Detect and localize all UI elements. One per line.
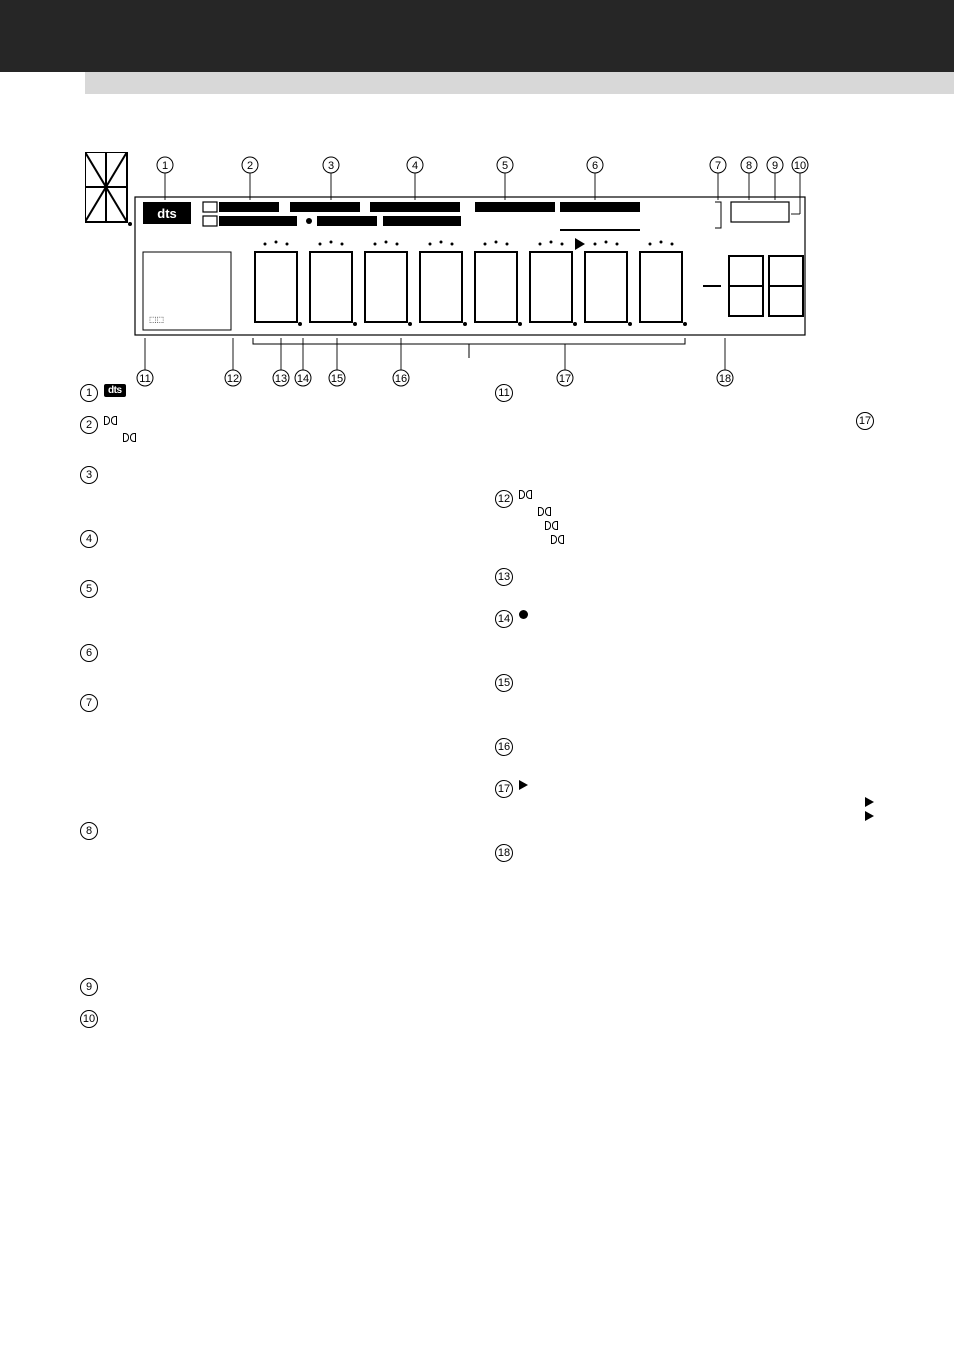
desc-text — [104, 978, 459, 992]
desc-item-5: 5 — [80, 580, 459, 622]
callout-number: 13 — [495, 568, 513, 586]
desc-item-12: 12 — [495, 490, 874, 546]
svg-text:7: 7 — [715, 160, 721, 172]
callout-number: 11 — [495, 384, 513, 402]
desc-text — [519, 738, 874, 766]
desc-item-18: 18 — [495, 844, 874, 886]
callout-number: 9 — [80, 978, 98, 996]
svg-text:4: 4 — [412, 160, 418, 172]
svg-text:5: 5 — [502, 160, 508, 172]
svg-text:3: 3 — [328, 160, 334, 172]
callout-number: 17 — [495, 780, 513, 798]
callout-number: 14 — [495, 610, 513, 628]
desc-text — [519, 568, 874, 596]
play-icon — [519, 780, 528, 790]
desc-item-10: 10 — [80, 1010, 459, 1028]
left-column: 1 dts 2 3 4 5 6 7 8 9 10 — [80, 384, 459, 1042]
dolby-icon — [551, 535, 564, 544]
desc-text — [104, 694, 459, 792]
desc-item-16: 16 — [495, 738, 874, 766]
svg-text:⬚⬚: ⬚⬚ — [149, 315, 164, 324]
dolby-icon — [519, 490, 532, 499]
svg-text:10: 10 — [794, 160, 806, 172]
dts-icon: dts — [104, 384, 126, 397]
desc-item-2: 2 — [80, 416, 459, 444]
callout-number: 4 — [80, 530, 98, 548]
desc-item-8: 8 — [80, 822, 459, 948]
callout-number: 18 — [495, 844, 513, 862]
desc-text — [104, 530, 459, 558]
callout-number: 12 — [495, 490, 513, 508]
callout-number: 8 — [80, 822, 98, 840]
svg-text:dts: dts — [157, 206, 177, 221]
desc-item-4: 4 — [80, 530, 459, 558]
svg-text:9: 9 — [772, 160, 778, 172]
desc-item-15: 15 — [495, 674, 874, 716]
display-diagram: ⬚⬚ dts — [85, 152, 860, 392]
callout-number: 5 — [80, 580, 98, 598]
dolby-icon — [123, 433, 136, 442]
desc-text — [104, 822, 459, 948]
desc-text — [104, 466, 459, 508]
callout-number: 16 — [495, 738, 513, 756]
desc-text — [534, 780, 874, 822]
desc-item-17: 17 — [495, 780, 874, 822]
desc-text — [104, 644, 459, 672]
desc-item-14: 14 — [495, 610, 874, 652]
desc-item-6: 6 — [80, 644, 459, 672]
desc-text — [104, 580, 459, 622]
desc-text — [123, 416, 459, 444]
desc-item-9: 9 — [80, 978, 459, 996]
svg-text:1: 1 — [162, 160, 168, 172]
dolby-icon — [104, 416, 117, 425]
callout-number: 15 — [495, 674, 513, 692]
dolby-icon — [545, 521, 558, 530]
desc-item-11: 11 17 — [495, 384, 874, 468]
play-icon — [865, 797, 874, 807]
callout-number: 7 — [80, 694, 98, 712]
callout-number: 1 — [80, 384, 98, 402]
desc-text — [519, 844, 874, 886]
top-banner — [0, 0, 954, 72]
desc-item-3: 3 — [80, 466, 459, 508]
svg-text:2: 2 — [247, 160, 253, 172]
record-icon — [519, 610, 528, 619]
desc-item-1: 1 dts — [80, 384, 459, 402]
display-svg: ⬚⬚ dts — [85, 152, 860, 392]
desc-text — [104, 1010, 459, 1024]
right-column: 11 17 12 13 14 15 16 17 18 — [495, 384, 874, 1042]
sub-banner — [85, 72, 954, 94]
desc-text: 17 — [519, 384, 874, 468]
desc-item-13: 13 — [495, 568, 874, 596]
desc-text — [519, 674, 874, 716]
desc-text — [538, 490, 874, 546]
svg-text:8: 8 — [746, 160, 752, 172]
play-icon — [865, 811, 874, 821]
dolby-icon — [538, 507, 551, 516]
callout-number: 2 — [80, 416, 98, 434]
svg-text:6: 6 — [592, 160, 598, 172]
callout-number: 10 — [80, 1010, 98, 1028]
description-columns: 1 dts 2 3 4 5 6 7 8 9 10 11 17 12 13 14 15 16 17 18 — [80, 384, 874, 1042]
desc-text — [534, 610, 874, 652]
callout-number: 3 — [80, 466, 98, 484]
callout-number: 6 — [80, 644, 98, 662]
desc-text — [132, 384, 460, 398]
desc-item-7: 7 — [80, 694, 459, 792]
